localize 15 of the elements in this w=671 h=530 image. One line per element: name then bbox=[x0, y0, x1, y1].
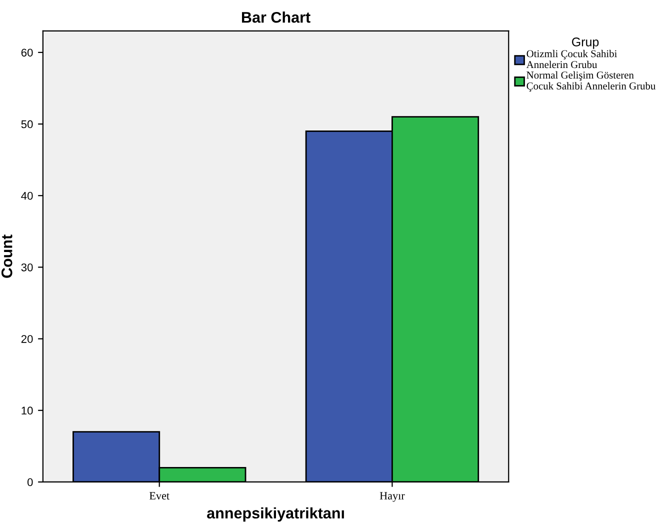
y-axis-title: Count bbox=[1, 234, 12, 278]
y-tick-label: 10 bbox=[22, 406, 33, 415]
x-axis-title: annepsikiyatriktanı bbox=[207, 507, 344, 522]
y-tick-label: 30 bbox=[21, 263, 33, 272]
legend-label: Normal Gelişim Gösteren Çocuk Sahibi Annelerin Grubu bbox=[526, 71, 656, 92]
legend-label: Otizmli Çocuk Sahibi Annelerin Grubu bbox=[526, 50, 617, 68]
y-tick-label: 40 bbox=[21, 192, 33, 200]
y-tick-label: 50 bbox=[21, 120, 33, 128]
chart-title: Bar Chart bbox=[242, 12, 310, 23]
x-tick-label: Hayır bbox=[380, 492, 405, 502]
legend-title: Grup bbox=[572, 38, 599, 49]
y-tick-label: 0 bbox=[27, 478, 33, 486]
y-tick-label: 20 bbox=[21, 335, 33, 343]
y-tick-label: 60 bbox=[21, 48, 33, 57]
x-tick-label: Evet bbox=[150, 492, 170, 500]
